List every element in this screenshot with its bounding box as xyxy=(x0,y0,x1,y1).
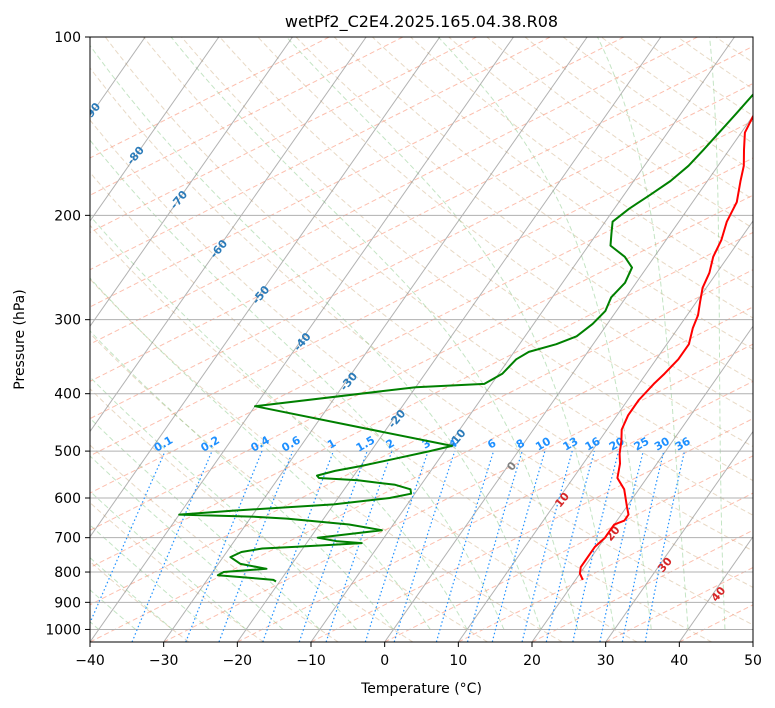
moist-adiabat-line xyxy=(90,376,357,630)
moist-adiabat-line xyxy=(709,37,726,630)
mixing-ratio-line xyxy=(599,450,644,642)
y-tick-label: 400 xyxy=(54,387,81,403)
dewpoint-profile xyxy=(178,92,753,583)
mixing-ratio-line xyxy=(364,450,429,642)
mixing-ratio-line xyxy=(185,450,263,642)
y-tick-label: 900 xyxy=(54,595,81,611)
x-axis-label: Temperature (°C) xyxy=(360,681,482,697)
dry-adiabat-line xyxy=(143,37,753,516)
dry-adiabat-line xyxy=(219,37,753,448)
x-tick-label: −20 xyxy=(223,653,253,669)
moist-adiabat-line xyxy=(437,37,652,630)
isotherm-line xyxy=(90,37,367,433)
dry-adiabat-line xyxy=(90,67,753,588)
dry-adiabat-line xyxy=(90,560,190,642)
isotherm-line xyxy=(90,37,514,642)
moist-adiabat-line xyxy=(597,37,689,630)
y-axis-label: Pressure (hPa) xyxy=(12,289,28,389)
isotherm-line xyxy=(163,37,588,642)
x-tick-label: 10 xyxy=(449,653,467,669)
y-tick-label: 100 xyxy=(54,30,81,46)
dry-adiabat-line xyxy=(90,119,753,626)
mixing-ratio-line xyxy=(466,450,523,642)
y-tick-label: 500 xyxy=(54,444,81,460)
isotherm-line xyxy=(90,37,441,538)
y-axis: 100 200 300 400 500 600 700 800 900 1000 xyxy=(45,30,90,638)
dry-adiabat-line xyxy=(90,332,488,642)
y-tick-label: 300 xyxy=(54,313,81,329)
chart-title: wetPf2_C2E4.2025.165.04.38.R08 xyxy=(285,12,558,32)
y-tick-label: 200 xyxy=(54,208,81,224)
x-tick-label: 50 xyxy=(744,653,762,669)
mixing-ratio-line xyxy=(491,450,546,642)
y-tick-label: 1000 xyxy=(45,622,81,638)
x-tick-label: 40 xyxy=(670,653,688,669)
x-tick-label: 30 xyxy=(597,653,615,669)
isotherm-line xyxy=(90,37,293,328)
isotherm-line xyxy=(678,535,753,642)
mixing-ratio-line xyxy=(521,450,573,642)
isotherm-line xyxy=(384,114,753,642)
mixing-ratio-line xyxy=(572,450,620,642)
mixing-ratio-line xyxy=(325,450,393,642)
x-axis: −40 −30 −20 −10 0 10 20 30 40 50 xyxy=(75,642,762,669)
temperature-profile xyxy=(578,114,753,581)
plot-frame xyxy=(89,36,754,643)
mixing-ratio-line xyxy=(393,450,456,642)
moist-adiabat-line xyxy=(90,417,321,630)
isotherm-line xyxy=(605,430,753,642)
moist-adiabat-line xyxy=(90,139,505,630)
isotherm-line xyxy=(457,220,753,642)
x-tick-label: −30 xyxy=(149,653,179,669)
dry-adiabat-line xyxy=(90,171,712,642)
moist-adiabat-line xyxy=(286,37,615,630)
x-tick-label: 20 xyxy=(523,653,541,669)
y-tick-label: 600 xyxy=(54,491,81,507)
x-tick-label: −40 xyxy=(75,653,105,669)
isotherm-line xyxy=(310,37,735,642)
x-tick-label: 0 xyxy=(380,653,389,669)
mixing-ratio-line xyxy=(90,450,166,625)
y-tick-label: 800 xyxy=(54,565,81,581)
isotherm-line xyxy=(236,37,662,642)
y-tick-label: 700 xyxy=(54,531,81,547)
dry-adiabat-line xyxy=(90,278,563,642)
mixing-ratio-line xyxy=(545,450,595,642)
mixing-ratio-line xyxy=(298,450,368,642)
dry-adiabat-line xyxy=(181,37,753,482)
x-tick-label: −10 xyxy=(296,653,326,669)
dry-adiabat-line xyxy=(372,37,753,319)
moist-adiabat-line xyxy=(90,277,431,630)
moist-adiabat-line xyxy=(90,44,542,630)
isotherm-line xyxy=(90,37,220,222)
mixing-ratio-line xyxy=(262,450,334,642)
mixing-ratio-line xyxy=(435,450,495,642)
moist-adiabat-line xyxy=(90,524,210,630)
moist-adiabat-line xyxy=(90,214,468,630)
mixing-ratio-line xyxy=(131,450,213,642)
dry-adiabat-line xyxy=(333,37,753,350)
dry-adiabat-line xyxy=(295,37,753,382)
mixing-ratio-line xyxy=(218,450,294,642)
